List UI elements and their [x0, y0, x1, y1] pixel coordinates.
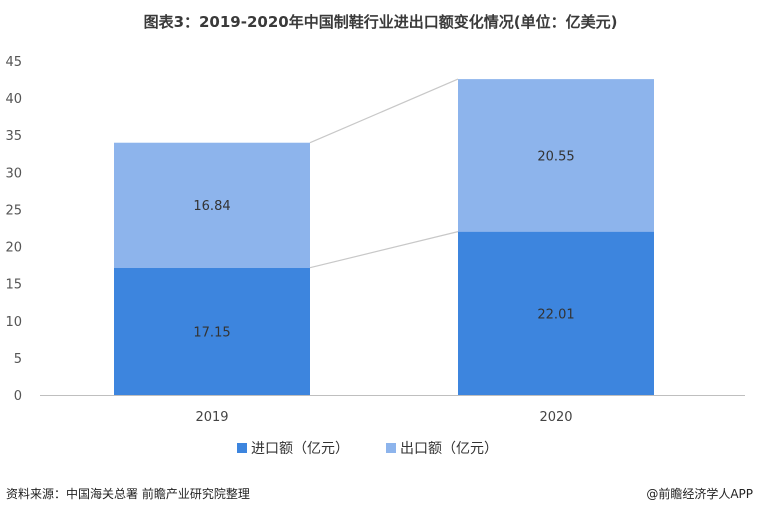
- y-tick-label: 40: [5, 92, 22, 107]
- legend-label: 出口额（亿元）: [400, 441, 498, 457]
- x-axis: 2019 2020: [195, 410, 572, 425]
- y-tick-label: 25: [5, 203, 22, 218]
- chart-title: 图表3：2019-2020年中国制鞋行业进出口额变化情况(单位：亿美元): [143, 13, 618, 31]
- y-tick-label: 35: [5, 129, 22, 144]
- x-tick-label: 2020: [539, 410, 572, 425]
- connector-line: [309, 231, 459, 269]
- legend-swatch: [237, 443, 247, 453]
- y-tick-label: 15: [5, 278, 22, 293]
- y-tick-label: 30: [5, 166, 22, 181]
- connector-line: [309, 78, 459, 144]
- data-label: 22.01: [537, 307, 574, 322]
- connector-lines: [309, 78, 459, 269]
- data-label: 17.15: [193, 325, 230, 340]
- y-tick-label: 5: [14, 352, 22, 367]
- value-labels: 17.15 16.84 22.01 20.55: [193, 149, 574, 340]
- source-note: 资料来源：中国海关总署 前瞻产业研究院整理: [6, 487, 250, 501]
- y-tick-label: 0: [14, 389, 22, 404]
- legend-swatch: [386, 443, 396, 453]
- y-tick-label: 10: [5, 315, 22, 330]
- y-tick-label: 45: [5, 55, 22, 70]
- x-tick-label: 2019: [195, 410, 228, 425]
- bar-segment-2020-export: [458, 79, 654, 232]
- y-axis: 0 5 10 15 20 25 30 35 40 45: [5, 55, 22, 404]
- bar-segment-2019-import: [114, 267, 310, 395]
- credit-note: @前瞻经济学人APP: [646, 487, 753, 501]
- bar-segment-2020-import: [458, 231, 654, 395]
- bar-series: [114, 79, 654, 395]
- y-tick-label: 20: [5, 241, 22, 256]
- legend-label: 进口额（亿元）: [251, 441, 349, 457]
- bar-segment-2019-export: [114, 142, 310, 268]
- data-label: 20.55: [537, 149, 574, 164]
- data-label: 16.84: [193, 199, 230, 214]
- legend: 进口额（亿元） 出口额（亿元）: [237, 441, 498, 457]
